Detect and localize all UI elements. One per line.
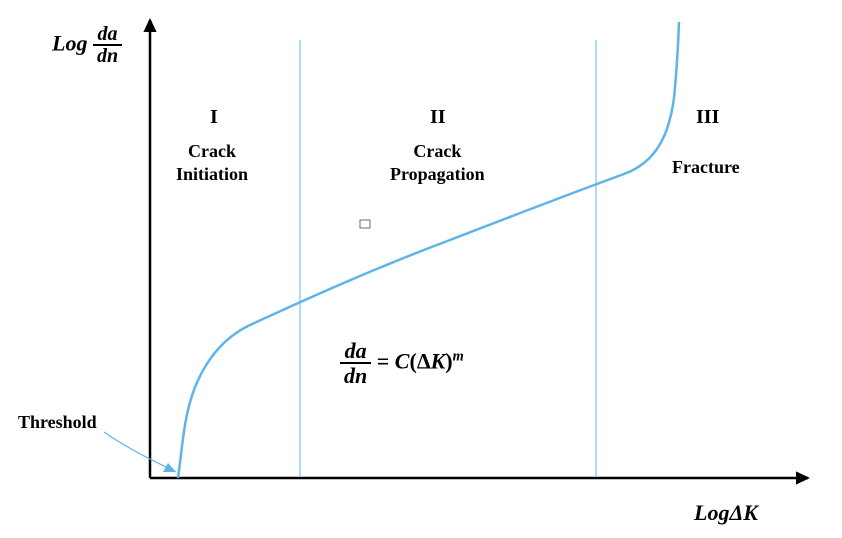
region-3-label: Fracture	[672, 156, 740, 179]
x-axis-label: LogΔK	[694, 500, 758, 526]
crack-growth-curve	[178, 22, 679, 478]
threshold-label: Threshold	[18, 412, 97, 433]
region-1-number: I	[210, 106, 218, 129]
y-axis-label: Log da dn	[52, 24, 122, 67]
y-axis-label-log: Log	[52, 31, 87, 56]
stray-glyph	[360, 220, 370, 228]
paris-law-diagram: { "type": "diagram", "description": "Fat…	[0, 0, 842, 538]
y-axis-arrow	[143, 18, 156, 32]
diagram-svg	[0, 0, 842, 538]
threshold-arrow	[104, 432, 176, 472]
region-1-label: Crack Initiation	[176, 140, 248, 185]
x-axis-arrow	[796, 471, 810, 484]
threshold-arrow-head	[163, 463, 176, 472]
region-2-number: II	[430, 106, 446, 129]
y-axis-frac-den: dn	[93, 46, 122, 67]
y-axis-frac-num: da	[93, 24, 122, 46]
region-2-label: Crack Propagation	[390, 140, 485, 185]
paris-law-equation: da dn = C(ΔK)m	[340, 340, 464, 387]
region-3-number: III	[696, 106, 719, 129]
